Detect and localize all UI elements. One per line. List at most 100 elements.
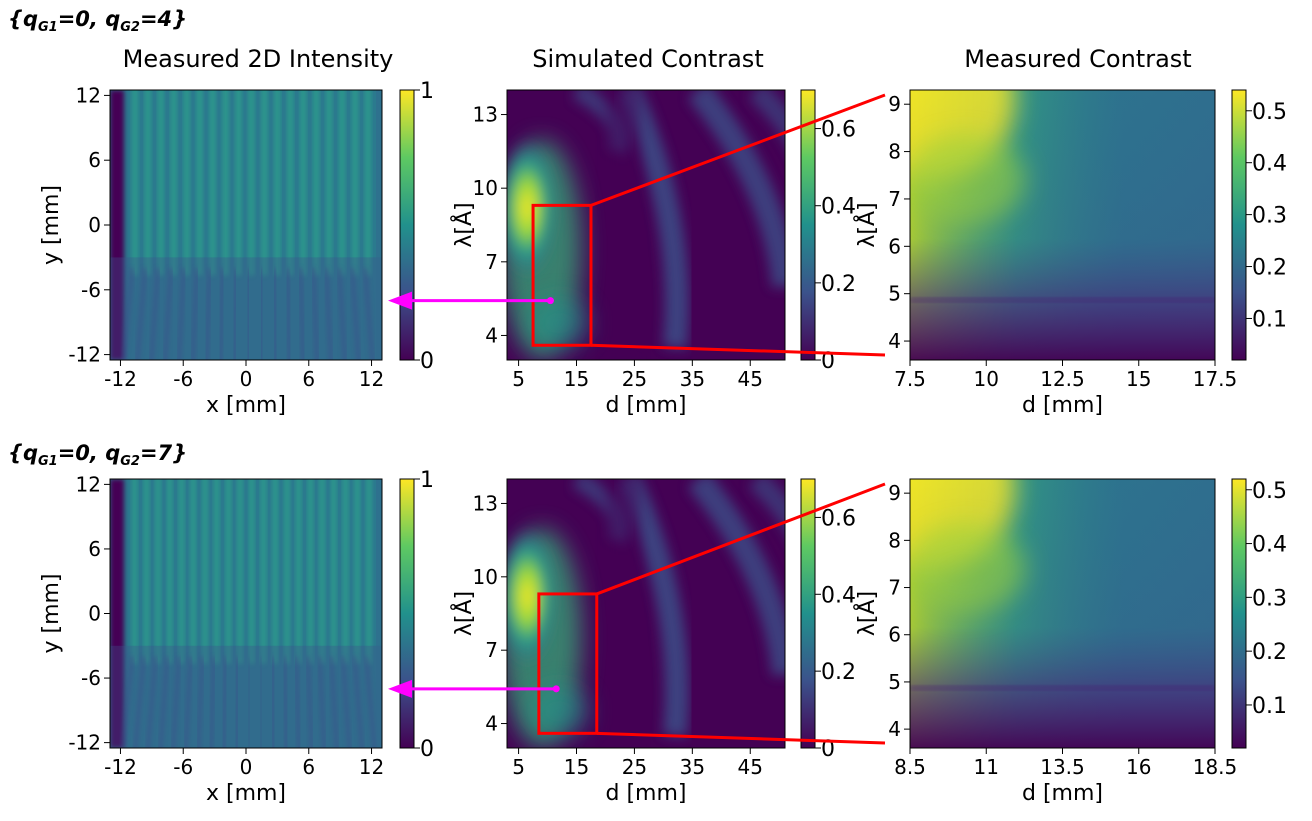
y-tick-label: 6 <box>88 148 101 172</box>
heatmap-image <box>507 479 785 748</box>
colorbar-tick-label: 0.2 <box>821 272 856 297</box>
x-tick-label: 17.5 <box>1193 367 1238 391</box>
y-axis-label: λ[Å] <box>853 591 880 636</box>
y-tick-label: 10 <box>473 176 498 200</box>
x-tick-label: 8.5 <box>894 755 926 779</box>
column-title-measured-contrast: Measured Contrast <box>964 45 1191 73</box>
x-tick-label: 12.5 <box>1040 367 1085 391</box>
colorbar-tick-label: 0.3 <box>1252 586 1287 611</box>
y-axis-label: y [mm] <box>39 185 64 265</box>
y-tick-label: 7 <box>888 187 901 211</box>
colorbar-tick-label: 0.4 <box>1252 533 1287 558</box>
x-axis-label: d [mm] <box>1022 393 1103 418</box>
y-axis-label: y [mm] <box>39 573 64 653</box>
y-tick-label: 12 <box>76 83 101 107</box>
x-tick-label: -12 <box>104 755 137 779</box>
axes-frame <box>506 89 786 361</box>
x-axis-label: d [mm] <box>606 393 687 418</box>
colorbar-tick-label: 0.6 <box>821 506 856 531</box>
y-tick-label: 4 <box>485 712 498 736</box>
panel-r1-c0: -12 -6 0 6 12 -12 -6 0 6 12 x [mm] y [mm] 0 1 <box>39 468 434 806</box>
panel-r1-c2: 8.5 11 13.5 16 18.5 4 5 6 7 8 9 d [mm] λ[Å] 0.1 0.2 0.3… <box>853 478 1287 806</box>
zoom-connector-top <box>590 93 886 207</box>
colorbar-tick-label: 0.4 <box>821 583 856 608</box>
colorbar-tick-label: 1 <box>420 79 434 104</box>
x-tick-label: 25 <box>622 755 647 779</box>
colorbar-tick-label: 0 <box>420 737 434 762</box>
y-tick-label: 0 <box>88 213 101 237</box>
colorbar <box>1231 478 1247 749</box>
y-axis-label: λ[Å] <box>853 202 880 247</box>
y-axis-label: λ[Å] <box>450 202 477 247</box>
x-tick-label: 11 <box>974 755 999 779</box>
colorbar-tick-label: 0.3 <box>1252 204 1287 229</box>
y-tick-label: 6 <box>888 623 901 647</box>
colorbar <box>800 478 816 749</box>
x-tick-label: -12 <box>104 367 137 391</box>
x-axis-label: d [mm] <box>1022 781 1103 806</box>
x-tick-label: 6 <box>302 367 315 391</box>
marker-arrow-head <box>388 291 412 310</box>
y-tick-label: 4 <box>888 717 901 741</box>
x-tick-label: 45 <box>738 367 763 391</box>
x-tick-label: 7.5 <box>894 367 926 391</box>
x-axis-label: x [mm] <box>206 781 286 806</box>
x-axis-label: x [mm] <box>206 393 286 418</box>
x-tick-label: 5 <box>512 755 525 779</box>
colorbar-tick-label: 0.5 <box>1252 479 1287 504</box>
colorbar-tick-label: 0 <box>821 349 835 374</box>
y-tick-label: 5 <box>888 670 901 694</box>
y-tick-label: 9 <box>888 92 901 116</box>
panel-r0-c2: 7.5 10 12.5 15 17.5 4 5 6 7 8 9 d [mm] λ[Å] 0.1 0.2 0.3… <box>853 89 1287 418</box>
y-tick-label: 13 <box>473 491 498 515</box>
row-label-1: {qG1=0, qG2=7} <box>8 441 187 469</box>
zoom-box <box>531 203 593 347</box>
marker-arrow-head <box>388 679 412 698</box>
x-tick-label: 15 <box>1126 367 1151 391</box>
x-tick-label: 15 <box>564 755 589 779</box>
colorbar-tick-label: 0.2 <box>1252 256 1287 281</box>
x-tick-label: 0 <box>240 755 253 779</box>
x-tick-label: 5 <box>512 367 525 391</box>
column-title-simulated: Simulated Contrast <box>532 45 763 73</box>
y-tick-label: -6 <box>81 666 101 690</box>
zoom-connector-bottom <box>596 731 886 745</box>
overlay-layer <box>388 93 886 745</box>
zoom-connector-top <box>596 482 886 596</box>
heatmap-image <box>110 90 382 360</box>
y-tick-label: 10 <box>473 565 498 589</box>
colorbar-tick-label: 0.1 <box>1252 307 1287 332</box>
colorbar-tick-label: 0.2 <box>1252 640 1287 665</box>
y-tick-label: 0 <box>88 602 101 626</box>
colorbar-tick-label: 0 <box>420 349 434 374</box>
x-tick-label: -6 <box>173 367 193 391</box>
colorbar-tick-label: 0.4 <box>821 195 856 220</box>
x-tick-label: 13.5 <box>1040 755 1085 779</box>
x-tick-label: 18.5 <box>1193 755 1238 779</box>
panel-r0-c0: -12 -6 0 6 12 -12 -6 0 6 12 x [mm] y [mm] 0 1 <box>39 79 434 418</box>
x-tick-label: 25 <box>622 367 647 391</box>
x-tick-label: 10 <box>974 367 999 391</box>
y-tick-label: 4 <box>888 329 901 353</box>
x-tick-label: 35 <box>680 755 705 779</box>
x-tick-label: 16 <box>1126 755 1151 779</box>
colorbar-tick-label: 0.4 <box>1252 152 1287 177</box>
x-tick-label: 6 <box>302 755 315 779</box>
x-tick-label: 45 <box>738 755 763 779</box>
colorbar <box>399 478 415 749</box>
y-tick-label: 12 <box>76 472 101 496</box>
x-tick-label: 15 <box>564 367 589 391</box>
heatmap-image <box>910 479 1215 748</box>
panel-r1-c1: 5 15 25 35 45 4 7 10 13 d [mm] λ[Å] 0 0.2 0.4 0.6 <box>450 478 856 806</box>
colorbar-tick-label: 0.1 <box>1252 694 1287 719</box>
y-tick-label: 8 <box>888 528 901 552</box>
y-tick-label: 7 <box>485 638 498 662</box>
y-tick-label: 6 <box>88 537 101 561</box>
y-tick-label: -12 <box>68 731 101 755</box>
axes-frame <box>506 478 786 749</box>
heatmap-image <box>910 90 1215 360</box>
y-tick-label: 9 <box>888 481 901 505</box>
x-axis-label: d [mm] <box>606 781 687 806</box>
